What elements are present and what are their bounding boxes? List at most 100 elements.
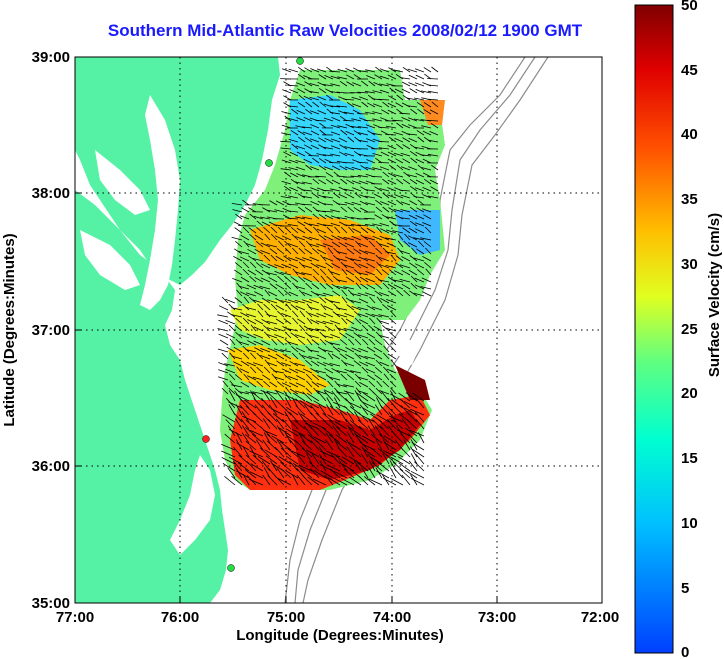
- velocity-vector: [382, 439, 390, 451]
- velocity-vector: [367, 130, 376, 136]
- velocity-vector: [290, 226, 299, 234]
- velocity-vector: [402, 158, 411, 164]
- velocity-vector: [281, 313, 292, 318]
- velocity-vector: [249, 275, 257, 283]
- velocity-vector: [343, 468, 355, 479]
- velocity-vector: [249, 471, 264, 479]
- velocity-vector: [225, 368, 236, 374]
- velocity-vector: [400, 447, 411, 458]
- velocity-vector: [300, 434, 313, 444]
- velocity-vector: [365, 69, 376, 73]
- velocity-vector: [407, 235, 418, 241]
- colorbar-tick: 45: [681, 62, 698, 79]
- velocity-vector: [290, 332, 299, 339]
- velocity-vector: [239, 256, 250, 262]
- velocity-vector: [266, 327, 278, 332]
- velocity-vector: [364, 236, 376, 241]
- velocity-vector: [345, 318, 355, 325]
- velocity-vector: [322, 320, 334, 325]
- velocity-vector: [272, 413, 285, 423]
- velocity-vector: [347, 136, 355, 143]
- velocity-vector: [252, 376, 264, 381]
- velocity-vector: [357, 161, 369, 164]
- velocity-vector: [316, 153, 327, 157]
- velocity-vector: [329, 162, 341, 164]
- velocity-vector: [287, 447, 299, 458]
- velocity-vector: [312, 206, 320, 213]
- velocity-vector: [340, 129, 348, 136]
- velocity-vector: [409, 220, 418, 227]
- velocity-vector: [382, 324, 390, 332]
- velocity-vector: [289, 151, 299, 157]
- velocity-vector: [247, 340, 257, 346]
- velocity-vector: [297, 73, 306, 80]
- velocity-vector: [242, 324, 250, 332]
- velocity-vector: [260, 412, 271, 423]
- velocity-vector: [305, 359, 313, 367]
- velocity-vector: [311, 339, 320, 346]
- velocity-vector: [358, 132, 369, 136]
- velocity-vector: [235, 317, 243, 325]
- velocity-vector: [360, 453, 369, 465]
- velocity-vector: [289, 411, 299, 423]
- velocity-vector: [403, 439, 411, 451]
- velocity-vector: [387, 102, 397, 108]
- velocity-vector: [423, 178, 432, 185]
- velocity-vector: [409, 262, 418, 269]
- velocity-vector: [407, 97, 418, 101]
- velocity-vector: [316, 264, 327, 269]
- velocity-vector: [338, 193, 348, 199]
- velocity-vector: [218, 369, 229, 374]
- velocity-vector: [229, 380, 236, 388]
- velocity-vector: [217, 348, 229, 353]
- velocity-vector: [289, 368, 299, 374]
- velocity-vector: [320, 254, 327, 262]
- velocity-vector: [310, 144, 320, 150]
- velocity-vector: [381, 214, 390, 220]
- velocity-vector: [317, 249, 327, 255]
- velocity-vector: [343, 384, 355, 388]
- velocity-vector: [221, 443, 236, 451]
- velocity-vector: [409, 88, 418, 94]
- velocity-vector: [417, 136, 425, 143]
- velocity-vector: [427, 120, 439, 122]
- velocity-vector: [326, 275, 334, 283]
- velocity-vector: [410, 282, 418, 290]
- velocity-vector: [235, 404, 243, 416]
- velocity-vector: [275, 390, 285, 402]
- velocity-vector: [296, 227, 306, 234]
- velocity-vector: [349, 420, 362, 430]
- velocity-vector: [287, 210, 299, 213]
- velocity-vector: [305, 373, 313, 381]
- colorbar-tick: 5: [681, 580, 689, 597]
- velocity-vector: [305, 164, 313, 171]
- velocity-vector: [402, 137, 411, 143]
- velocity-vector: [364, 356, 376, 360]
- velocity-vector: [271, 338, 278, 346]
- velocity-vector: [291, 474, 299, 486]
- velocity-vector: [293, 392, 306, 402]
- velocity-vector: [310, 290, 320, 297]
- velocity-vector: [238, 454, 250, 465]
- velocity-vector: [371, 447, 383, 458]
- velocity-vector: [280, 140, 292, 143]
- velocity-vector: [324, 367, 334, 374]
- velocity-vector: [233, 361, 243, 367]
- velocity-vector: [410, 275, 418, 283]
- velocity-vector: [294, 419, 306, 430]
- velocity-vector: [316, 228, 327, 234]
- velocity-vector: [350, 125, 362, 129]
- velocity-vector: [267, 475, 278, 486]
- velocity-vector: [365, 124, 376, 129]
- velocity-vector: [344, 312, 355, 318]
- velocity-vector: [303, 277, 313, 283]
- velocity-vector: [305, 387, 313, 395]
- velocity-vector: [283, 255, 292, 262]
- velocity-vector: [264, 331, 271, 339]
- velocity-vector: [336, 203, 348, 206]
- velocity-vector: [395, 102, 404, 108]
- velocity-vector: [358, 263, 369, 269]
- velocity-vector: [332, 346, 341, 353]
- velocity-vector: [320, 275, 327, 283]
- velocity-vector: [389, 449, 404, 458]
